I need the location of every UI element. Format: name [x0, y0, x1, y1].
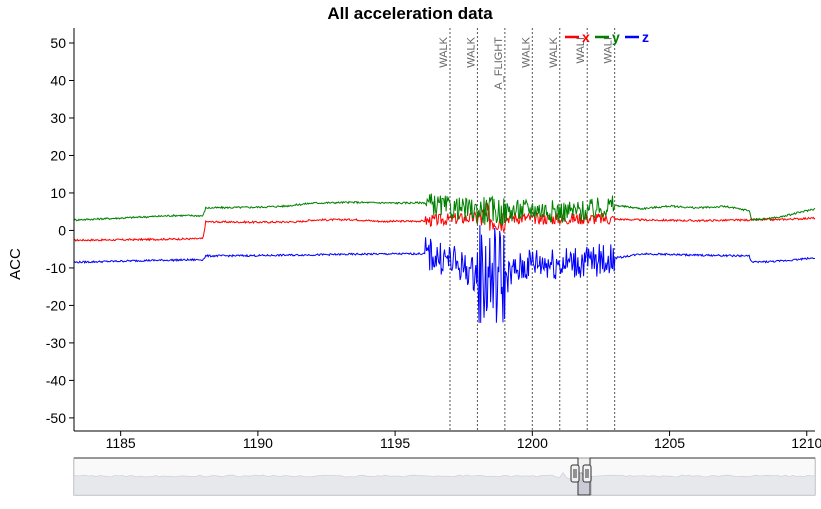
y-tick-label: -20 [46, 297, 66, 313]
series-line-x [73, 202, 816, 242]
event-marker-label: WALK [548, 36, 560, 67]
x-tick-label: 1185 [106, 435, 136, 451]
y-tick-label: -10 [46, 260, 66, 276]
x-tick-label: 1190 [243, 435, 273, 451]
event-marker-label: WALK [465, 36, 477, 67]
event-markers: WALK WALK A_FLIGHT WALK WALK WALI WALI [438, 28, 616, 431]
navigator-mask-right [592, 458, 815, 495]
y-tick-label: 40 [50, 72, 66, 88]
series-lines [73, 193, 816, 323]
y-tick-label: 10 [50, 185, 66, 201]
x-tick-label: 1195 [380, 435, 410, 451]
legend-label-x: x [582, 29, 590, 45]
chart-title: All acceleration data [327, 4, 493, 23]
legend-label-y: y [612, 29, 620, 45]
axes: 50 40 30 20 10 0 -10 -20 -30 -40 -50 1185 1190 1195 12… [46, 28, 821, 451]
legend: x y z [565, 29, 649, 45]
plot-area[interactable] [74, 28, 815, 431]
plot-background [74, 28, 815, 431]
y-tick-label: -50 [46, 410, 66, 426]
legend-label-z: z [642, 29, 649, 45]
x-tick-label: 1205 [654, 435, 685, 451]
y-tick-label: 30 [50, 110, 66, 126]
navigator-handle-right[interactable] [582, 464, 592, 483]
y-tick-label: 0 [58, 222, 66, 238]
y-tick-label: -40 [46, 372, 66, 388]
event-marker-label: WALK [438, 36, 450, 67]
event-marker-label: A_FLIGHT [493, 37, 505, 90]
y-axis-label: ACC [7, 248, 24, 280]
navigator-outline [74, 457, 815, 496]
x-tick-label: 1200 [517, 435, 548, 451]
x-tick-label: 1210 [791, 435, 821, 451]
event-marker-label: WALI [575, 37, 587, 64]
y-tick-label: 50 [50, 35, 66, 51]
event-marker-label: WALK [520, 36, 532, 67]
y-tick-label: 20 [50, 147, 66, 163]
navigator-handle-left[interactable] [570, 464, 580, 483]
range-navigator[interactable] [73, 457, 816, 496]
series-line-z [73, 225, 815, 323]
event-marker-label: WALI [603, 37, 615, 64]
navigator-mask-left [74, 458, 578, 495]
series-line-y [73, 193, 816, 226]
y-tick-label: -30 [46, 335, 66, 351]
